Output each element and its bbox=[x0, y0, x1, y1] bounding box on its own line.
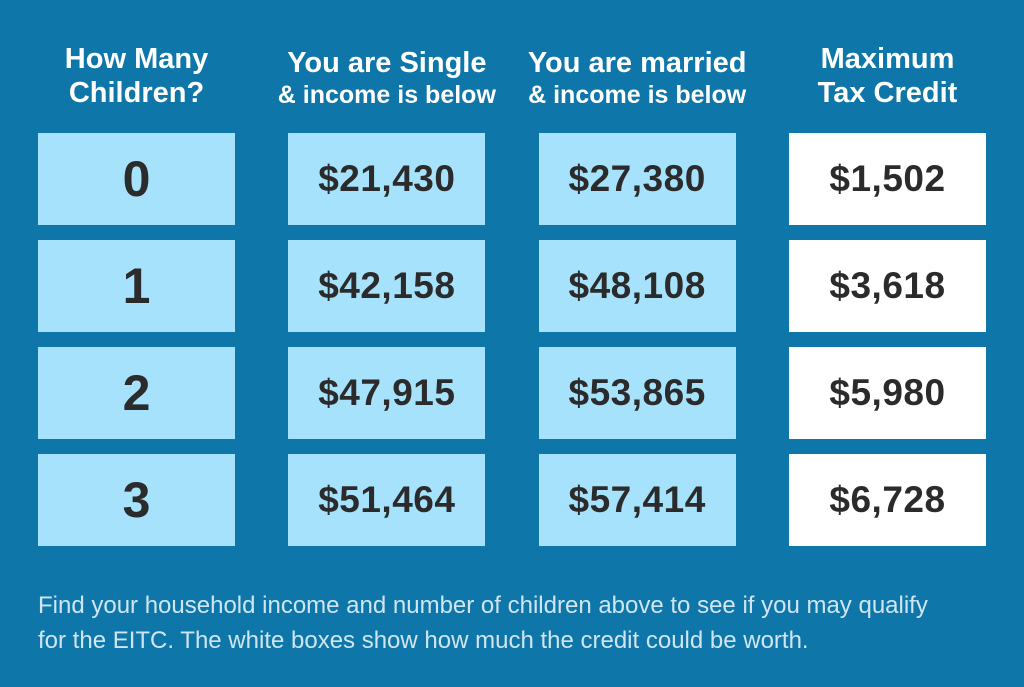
header-line-1: You are married bbox=[527, 47, 747, 79]
cell-single-limit-row2: $42,158 bbox=[288, 240, 486, 332]
footer-note-line-2: for the EITC. The white boxes show how m… bbox=[38, 627, 809, 654]
cell-children-count-row3: 2 bbox=[38, 347, 235, 439]
cell-max-credit-row4: $6,728 bbox=[788, 454, 986, 546]
cell-married-limit-row3: $53,865 bbox=[538, 347, 736, 439]
header-line-1: Maximum bbox=[820, 43, 955, 75]
cell-children-count-row2: 1 bbox=[38, 240, 235, 332]
cell-children-count-row1: 0 bbox=[38, 133, 235, 225]
column-header-how-many-children: How Many Children? bbox=[38, 36, 235, 118]
cell-max-credit-row3: $5,980 bbox=[788, 347, 986, 439]
header-line-2: Children? bbox=[68, 77, 205, 109]
footer-note-line-1: Find your household income and number of… bbox=[38, 592, 928, 619]
footer-note: Find your household income and number of… bbox=[38, 588, 998, 658]
header-line-1: How Many bbox=[64, 43, 209, 75]
cell-single-limit-row3: $47,915 bbox=[288, 347, 486, 439]
cell-married-limit-row2: $48,108 bbox=[538, 240, 736, 332]
cell-single-limit-row1: $21,430 bbox=[288, 133, 486, 225]
column-header-married-income: You are married & income is below bbox=[528, 36, 747, 118]
cell-children-count-row4: 3 bbox=[38, 454, 235, 546]
cell-married-limit-row4: $57,414 bbox=[538, 454, 736, 546]
header-line-2: & income is below bbox=[528, 81, 747, 109]
column-header-maximum-tax-credit: Maximum Tax Credit bbox=[789, 36, 986, 118]
header-line-1: You are Single bbox=[287, 47, 487, 79]
eitc-table: How Many Children? You are Single & inco… bbox=[38, 36, 986, 546]
cell-max-credit-row2: $3,618 bbox=[788, 240, 986, 332]
cell-max-credit-row1: $1,502 bbox=[788, 133, 986, 225]
cell-single-limit-row4: $51,464 bbox=[288, 454, 486, 546]
header-line-2: Tax Credit bbox=[817, 77, 958, 109]
header-line-2: & income is below bbox=[277, 81, 496, 109]
cell-married-limit-row1: $27,380 bbox=[538, 133, 736, 225]
column-header-single-income: You are Single & income is below bbox=[278, 36, 496, 118]
